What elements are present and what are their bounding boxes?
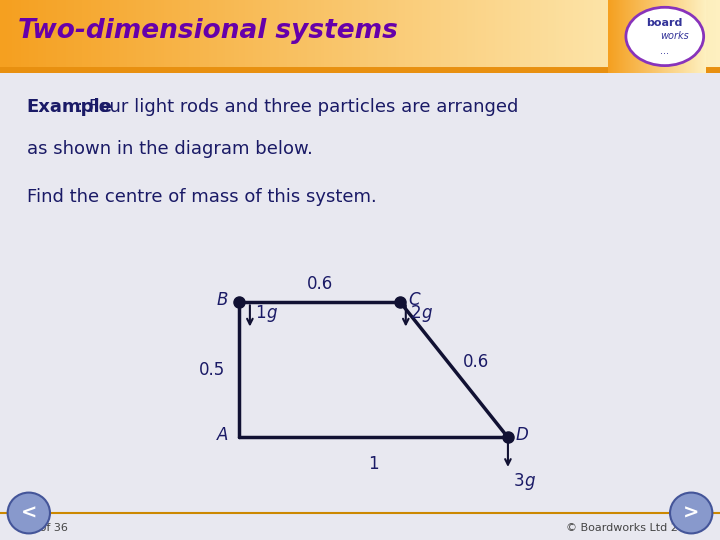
Text: g: g [422,304,433,322]
Text: : Four light rods and three particles are arranged: : Four light rods and three particles ar… [77,98,518,117]
Text: © Boardworks Ltd 2006: © Boardworks Ltd 2006 [565,523,698,533]
Text: as shown in the diagram below.: as shown in the diagram below. [27,140,312,158]
Text: g: g [524,471,534,490]
Text: A: A [217,426,228,444]
Text: C: C [408,291,420,309]
Text: >: > [683,503,699,523]
Text: 3: 3 [513,471,524,490]
Text: 0.5: 0.5 [199,361,225,379]
Text: Two-dimensional systems: Two-dimensional systems [18,18,398,44]
Circle shape [626,7,703,65]
Text: ...: ... [660,46,670,56]
Text: <: < [21,503,37,523]
Text: 1: 1 [368,455,379,474]
Text: Find the centre of mass of this system.: Find the centre of mass of this system. [27,188,377,206]
Circle shape [670,492,712,534]
Text: board: board [647,18,683,28]
Text: 14 of 36: 14 of 36 [22,523,68,533]
Text: 0.6: 0.6 [462,353,489,371]
Circle shape [8,492,50,534]
Text: D: D [516,426,528,444]
Text: works: works [660,31,689,42]
Text: B: B [217,291,228,309]
Text: 0.6: 0.6 [307,274,333,293]
Text: g: g [266,304,276,322]
Text: Example: Example [27,98,113,117]
Text: 2: 2 [411,304,422,322]
Text: 1: 1 [256,304,266,322]
